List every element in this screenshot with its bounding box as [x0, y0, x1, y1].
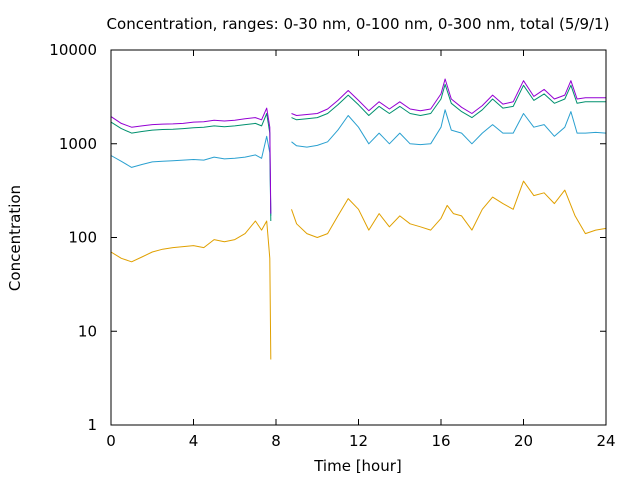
- x-tick-label: 16: [431, 432, 450, 450]
- x-tick-label: 12: [349, 432, 368, 450]
- series-line-4: [110, 78, 606, 214]
- x-tick-label: 20: [514, 432, 533, 450]
- series-line-2: [110, 109, 607, 216]
- plot-frame: [110, 49, 607, 426]
- x-tick-label: 0: [106, 432, 116, 450]
- series-line-3: [110, 83, 606, 222]
- plot-series: [110, 78, 607, 360]
- y-axis-label: Concentration: [6, 185, 24, 291]
- chart-title: Concentration, ranges: 0-30 nm, 0-100 nm…: [107, 15, 610, 33]
- x-axis-ticks: 0 4 8 12 16 20 24: [106, 50, 616, 450]
- y-tick-label: 1000: [59, 135, 97, 153]
- x-tick-label: 8: [271, 432, 281, 450]
- y-tick-label: 10: [78, 322, 97, 340]
- series-line-1: [110, 180, 607, 360]
- y-axis-ticks: 1 10 100 1000 10000: [49, 41, 606, 434]
- x-axis-label: Time [hour]: [313, 457, 402, 475]
- x-tick-label: 4: [189, 432, 199, 450]
- y-tick-label: 1: [87, 416, 97, 434]
- y-tick-label: 100: [68, 229, 97, 247]
- y-tick-label: 10000: [49, 41, 97, 59]
- x-tick-label: 24: [596, 432, 615, 450]
